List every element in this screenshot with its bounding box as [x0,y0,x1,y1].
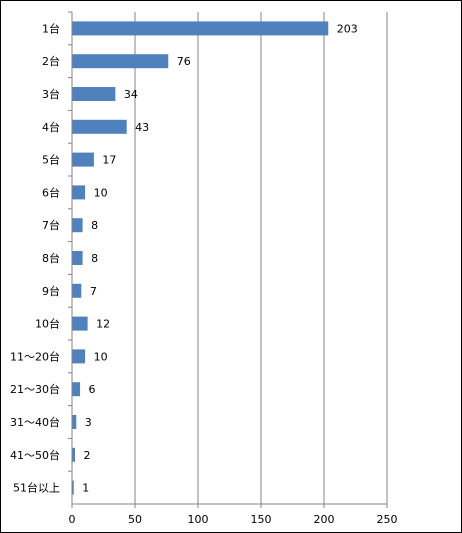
data-label: 2 [84,449,91,462]
category-label: 6台 [42,185,60,199]
data-label: 6 [89,383,96,396]
data-label: 7 [90,285,97,298]
x-tick-label: 200 [314,513,335,526]
bar [72,251,83,265]
category-label: 5台 [42,153,60,167]
x-tick-label: 0 [69,513,76,526]
category-label: 41〜50台 [10,448,60,462]
bar [72,447,76,462]
x-tick-label: 50 [128,513,142,526]
x-tick-label: 100 [188,513,209,526]
category-label: 51台以上 [13,481,60,495]
bar [72,21,329,36]
axes [68,11,388,508]
data-labels: 203 76 34 43 17 10 8 8 7 12 10 6 3 2 1 [82,22,358,494]
bars [72,21,329,495]
gridlines [134,12,388,504]
x-tick-label: 250 [377,513,398,526]
category-label: 11〜20台 [10,349,60,363]
data-label: 12 [96,318,110,331]
data-label: 10 [94,186,108,199]
category-labels: 1台 2台 3台 4台 5台 6台 7台 8台 9台 10台 11〜20台 21〜30台 31〜40台 4… [10,21,60,494]
data-label: 8 [91,252,98,265]
data-label: 17 [102,154,116,167]
x-tick-labels: 0 50 100 150 200 250 [69,513,398,526]
bar [72,54,169,69]
data-label: 8 [91,219,98,232]
data-label: 10 [94,350,108,363]
category-label: 1台 [42,21,60,35]
category-label: 9台 [42,284,60,298]
category-label: 3台 [42,87,60,101]
bar [72,119,127,134]
category-label: 4台 [42,120,60,134]
category-label: 21〜30台 [10,382,60,396]
category-label: 7台 [42,218,60,232]
category-label: 31〜40台 [10,415,60,429]
data-label: 203 [337,22,358,35]
bar [72,218,83,233]
bar [72,87,116,101]
bar [72,152,94,167]
bar [72,415,77,429]
bar [72,349,86,364]
data-label: 43 [135,121,149,134]
x-tick-label: 150 [251,513,272,526]
category-label: 10台 [35,317,60,331]
data-label: 3 [85,416,92,429]
data-label: 34 [124,88,138,101]
bar [72,283,82,298]
category-label: 8台 [42,251,60,265]
data-label: 76 [177,55,191,68]
data-label: 1 [82,482,89,495]
category-label: 2台 [42,54,60,68]
bar [72,316,88,331]
bar [72,185,86,200]
bar [72,382,81,397]
bar [72,480,74,495]
